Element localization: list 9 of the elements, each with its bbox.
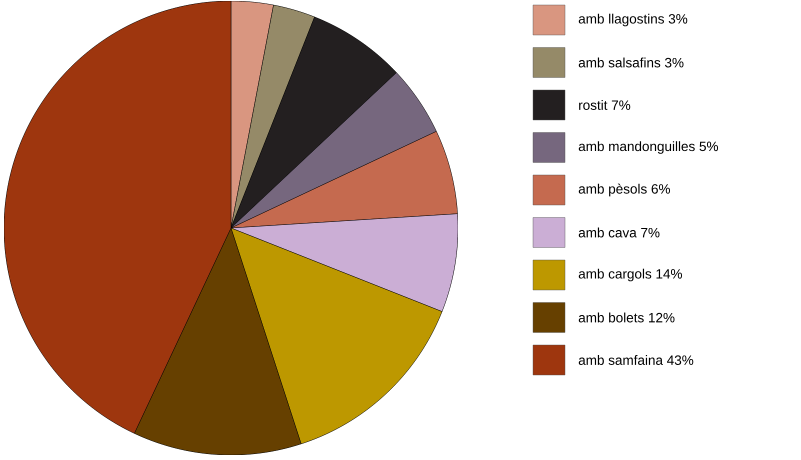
legend-label: amb mandonguilles 5% — [578, 141, 718, 154]
legend-label: rostit 7% — [579, 100, 630, 110]
legend-label: amb cava 7% — [578, 228, 660, 238]
legend-label: amb bolets 12% — [578, 312, 675, 322]
legend-label: amb samfaina 43% — [578, 355, 694, 365]
legend-label: amb llagostins 3% — [578, 14, 688, 26]
legend-label: amb pèsols 6% — [578, 184, 670, 196]
legend-label: amb cargols 14% — [578, 268, 682, 282]
legend-label: amb salsafins 3% — [578, 58, 684, 68]
